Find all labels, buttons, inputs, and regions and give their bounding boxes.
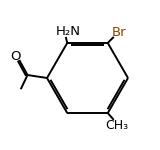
Text: CH₃: CH₃: [105, 119, 128, 132]
Text: O: O: [11, 50, 21, 63]
Text: H₂N: H₂N: [56, 25, 80, 38]
Text: Br: Br: [112, 26, 127, 39]
